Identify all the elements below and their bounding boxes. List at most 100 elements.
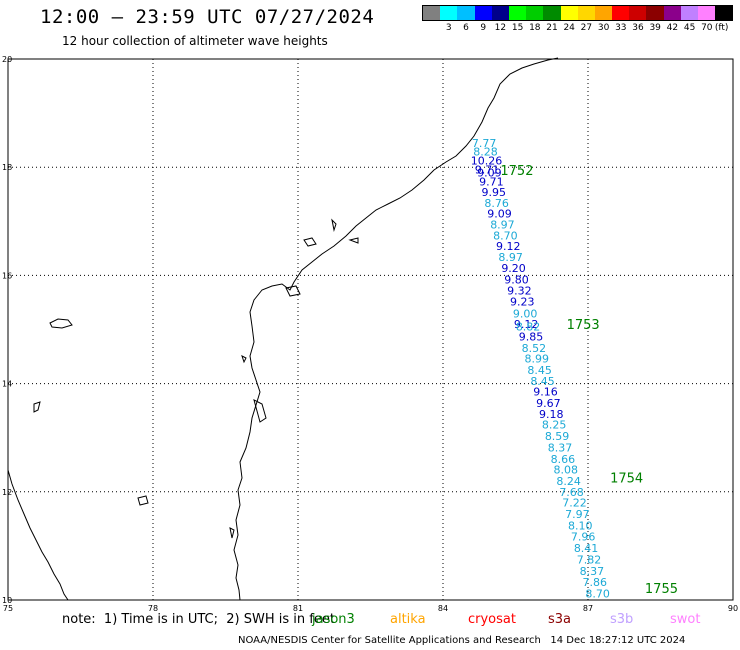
island-outline	[331, 218, 337, 232]
wave-height-value: 9.71	[479, 175, 504, 188]
pass-number-label: 1752	[500, 164, 533, 179]
altimeter-track: 7.778.2810.269.719.099.719.958.769.098.9…	[471, 137, 610, 601]
wave-height-value: 8.08	[554, 464, 579, 477]
wave-height-value: 7.97	[565, 508, 590, 521]
pass-number-label: 1755	[645, 582, 678, 597]
color-scale-label: 36	[632, 23, 644, 33]
color-scale-label: 18	[529, 23, 541, 33]
pass-labels: 1752 1753 1754 1755	[500, 164, 678, 597]
island-outline	[33, 401, 41, 413]
satellite-legend-s3b: s3b	[610, 612, 634, 627]
island-outline	[348, 237, 359, 244]
color-scale-label: 3	[445, 23, 452, 33]
color-scale-label: 33	[615, 23, 627, 33]
color-scale-swatch	[594, 6, 613, 20]
wave-height-value: 8.70	[585, 588, 610, 601]
color-scale-unit: (ft)	[714, 23, 729, 33]
pass-number-label: 1754	[610, 471, 643, 486]
wave-height-value: 7.68	[559, 486, 584, 499]
wave-height-value: 9.12	[496, 240, 521, 253]
wave-height-value: 8.45	[527, 364, 552, 377]
wave-height-value: 8.97	[490, 219, 515, 232]
lon-tick-label: 75	[3, 604, 13, 613]
lat-tick-label: 18	[2, 163, 12, 172]
wave-height-value: 9.85	[519, 331, 544, 344]
wave-height-value: 9.18	[539, 408, 564, 421]
satellite-legend-s3a: s3a	[548, 612, 572, 627]
wave-height-value: 8.52	[522, 342, 547, 355]
wave-height-value: 7.77	[472, 137, 497, 150]
wave-height-value: 8.41	[574, 542, 599, 555]
color-scale-swatch	[577, 6, 595, 20]
wave-height-value: 8.45	[530, 375, 555, 388]
color-scale-label: 27	[580, 23, 593, 33]
island-outline	[137, 495, 149, 506]
color-scale-label: 21	[546, 23, 558, 33]
color-scale-swatch	[646, 6, 664, 20]
wave-height-value: 9.09	[487, 208, 512, 221]
color-scale-swatch	[612, 6, 630, 20]
axis-tick-labels: 75 78 81 84 87 90 20 18 16 14 12 10	[2, 55, 738, 613]
color-scale-swatch	[508, 6, 527, 20]
wave-height-value: 7.22	[562, 497, 587, 510]
color-scale-label: 39	[649, 23, 661, 33]
lon-tick-label: 90	[728, 604, 738, 613]
lat-tick-label: 16	[2, 271, 12, 280]
wave-height-value: 9.80	[504, 274, 529, 287]
wave-height-value: 8.25	[542, 419, 567, 432]
lat-tick-label: 20	[2, 55, 12, 64]
island-outline	[253, 399, 267, 423]
map-subtitle: 12 hour collection of altimeter wave hei…	[62, 34, 328, 48]
color-scale-label: 9	[480, 23, 487, 33]
color-scale-swatch	[457, 6, 475, 20]
lon-tick-label: 78	[148, 604, 158, 613]
satellite-legend-cryosat: cryosat	[468, 612, 516, 627]
footer-credit: NOAA/NESDIS Center for Satellite Applica…	[238, 635, 686, 646]
wave-height-value: 9.12	[514, 318, 539, 331]
wave-height-value: 8.76	[484, 197, 509, 210]
color-scale-swatch	[680, 6, 698, 20]
color-scale-swatch	[474, 6, 492, 20]
wave-height-value: 9.71	[475, 163, 500, 176]
wave-height-value: 7.86	[583, 576, 608, 589]
wave-height-value: 9.95	[482, 186, 507, 199]
color-scale-swatch	[491, 6, 509, 20]
color-scale-label: 15	[511, 23, 524, 33]
satellite-legend-jason3: jason3	[312, 612, 355, 627]
color-scale-label: 6	[463, 23, 469, 33]
color-scale-label: 30	[597, 23, 610, 33]
lat-tick-label: 12	[2, 488, 12, 497]
color-scale-legend: 3 6 9 12 15 18 21 24 27 30 33 36 39 42 45 70 (ft)	[422, 5, 734, 35]
wave-height-value: 9.16	[533, 386, 558, 399]
map-title: 12:00 — 23:59 UTC 07/27/2024	[40, 6, 375, 28]
color-scale-swatch	[440, 6, 458, 20]
wave-height-value: 10.26	[471, 155, 503, 168]
footer-note: note: 1) Time is in UTC; 2) SWH is in fe…	[62, 612, 335, 627]
wave-height-value: 7.96	[571, 531, 596, 544]
wave-height-value: 7.82	[577, 553, 602, 566]
pass-number-label: 1753	[567, 318, 600, 333]
color-scale-swatch	[526, 6, 544, 20]
wave-height-value: 8.37	[548, 441, 573, 454]
color-scale-label: 42	[666, 23, 679, 33]
color-scale-label: 12	[494, 23, 507, 33]
island-outline	[285, 285, 301, 297]
wave-height-value: 8.59	[545, 430, 570, 443]
color-scale-swatch	[543, 6, 561, 20]
satellite-legend-altika: altika	[390, 612, 426, 627]
wave-height-value: 8.97	[498, 251, 523, 264]
color-scale-label: 45	[683, 23, 696, 33]
wave-height-value: 9.00	[513, 307, 538, 320]
color-scale-swatch	[629, 6, 647, 20]
lat-tick-label: 10	[2, 596, 12, 605]
wave-height-value: 9.32	[507, 285, 532, 298]
lon-tick-label: 81	[293, 604, 303, 613]
coastline-path	[7, 57, 559, 601]
wave-height-value: 8.70	[493, 229, 518, 242]
color-scale-swatch	[423, 6, 441, 20]
island-outline	[303, 237, 317, 247]
color-scale-swatch	[715, 6, 733, 20]
lat-tick-label: 14	[2, 380, 12, 389]
coastline	[7, 57, 559, 601]
